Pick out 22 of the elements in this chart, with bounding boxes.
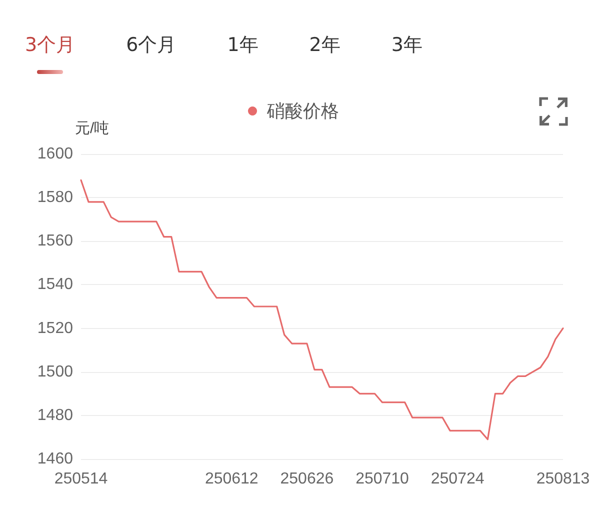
x-tick-label: 250626 (280, 470, 334, 488)
y-axis-title: 元/吨 (75, 120, 110, 137)
x-tick-label: 250612 (204, 470, 258, 488)
text: 1年 (227, 33, 258, 58)
y-tick-label: 1500 (37, 363, 74, 380)
x-tick-label: 250710 (356, 470, 410, 488)
y-tick-label: 1520 (37, 320, 74, 337)
text: 2年 (309, 33, 340, 58)
y-tick-label: 1460 (37, 450, 74, 468)
y-tick-label: 1540 (37, 276, 74, 294)
x-tick-label: 250514 (54, 470, 108, 488)
y-tick-label: 1480 (37, 406, 74, 424)
y-tick-label: 1600 (37, 146, 74, 162)
y-tick-label: 1580 (37, 189, 74, 206)
text: 3个月 (25, 33, 76, 58)
line-series (80, 179, 564, 440)
text: 6个月 (126, 33, 176, 58)
x-tick-label: 250724 (430, 470, 484, 488)
y-tick-label: 1560 (37, 232, 74, 250)
text: 3年 (391, 33, 422, 58)
legend-label: 硝酸价格 (266, 101, 339, 121)
x-tick-label: 250813 (536, 470, 590, 488)
